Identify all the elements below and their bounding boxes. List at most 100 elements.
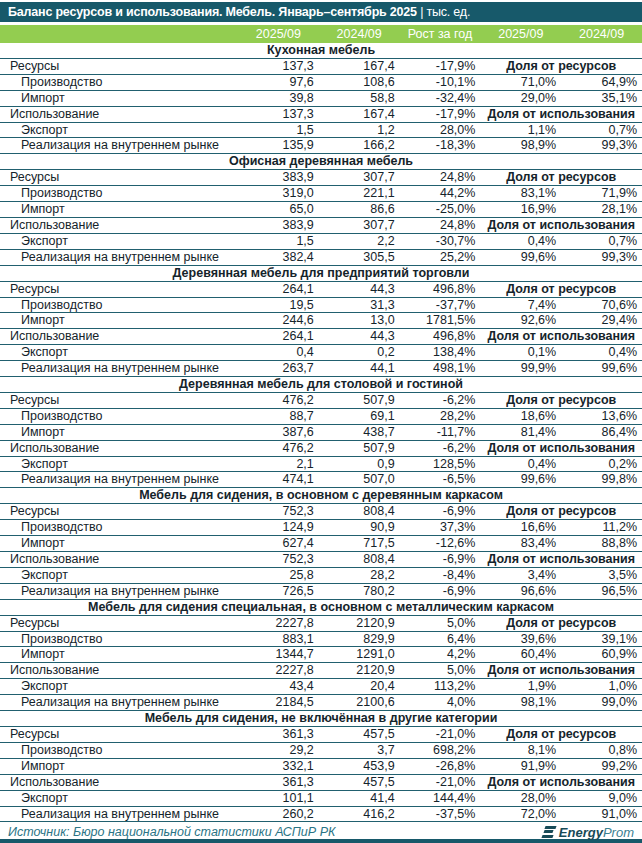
value-cell: 70,6%	[561, 297, 642, 313]
value-cell: 476,2	[238, 392, 319, 408]
value-cell: 1291,0	[319, 647, 400, 663]
row-label: Ресурсы	[0, 504, 238, 520]
section-header: Офисная деревянная мебель	[0, 154, 642, 170]
value-cell: 1,5	[238, 122, 319, 138]
section-row: Деревянная мебель для столовой и гостино…	[0, 377, 642, 393]
value-cell: 2100,6	[319, 695, 400, 711]
value-cell: 44,3	[319, 281, 400, 297]
value-cell: 98,9%	[480, 138, 561, 154]
column-header-share-2024: 2024/09	[561, 25, 642, 43]
value-cell: 9,0%	[561, 790, 642, 806]
value-cell: 507,9	[319, 440, 400, 456]
share-label: Доля от ресурсов	[480, 281, 642, 297]
value-cell: 86,4%	[561, 424, 642, 440]
value-cell: 1,9%	[480, 679, 561, 695]
row-label: Импорт	[0, 424, 238, 440]
value-cell: -12,6%	[400, 536, 481, 552]
value-cell: 98,1%	[480, 695, 561, 711]
value-cell: 11,2%	[561, 520, 642, 536]
value-cell: -21,0%	[400, 726, 481, 742]
table-row: Использование137,3167,4-17,9%Доля от исп…	[0, 106, 642, 122]
value-cell: 20,4	[319, 679, 400, 695]
value-cell: 507,9	[319, 392, 400, 408]
value-cell: 264,1	[238, 281, 319, 297]
value-cell: 124,9	[238, 520, 319, 536]
row-label: Реализация на внутреннем рынке	[0, 472, 238, 488]
value-cell: 5,0%	[400, 615, 481, 631]
row-label: Ресурсы	[0, 392, 238, 408]
share-label: Доля от использования	[480, 106, 642, 122]
value-cell: 2120,9	[319, 663, 400, 679]
section-row: Мебель для сидения, не включённая в друг…	[0, 711, 642, 727]
table-row: Использование752,3808,4-6,9%Доля от испо…	[0, 552, 642, 568]
value-cell: 44,2%	[400, 186, 481, 202]
value-cell: 0,9	[319, 456, 400, 472]
value-cell: 99,3%	[561, 249, 642, 265]
value-cell: 264,1	[238, 329, 319, 345]
value-cell: 1344,7	[238, 647, 319, 663]
value-cell: 2,1	[238, 456, 319, 472]
value-cell: 382,4	[238, 249, 319, 265]
value-cell: 263,7	[238, 361, 319, 377]
value-cell: 2184,5	[238, 695, 319, 711]
value-cell: 18,6%	[480, 408, 561, 424]
table-row: Импорт39,858,8-32,4%29,0%35,1%	[0, 90, 642, 106]
table-row: Реализация на внутреннем рынке2184,52100…	[0, 695, 642, 711]
row-label: Реализация на внутреннем рынке	[0, 695, 238, 711]
value-cell: 96,6%	[480, 583, 561, 599]
value-cell: 4,2%	[400, 647, 481, 663]
value-cell: 81,4%	[480, 424, 561, 440]
value-cell: -6,5%	[400, 472, 481, 488]
value-cell: 5,0%	[400, 663, 481, 679]
value-cell: 166,2	[319, 138, 400, 154]
value-cell: 0,4%	[480, 233, 561, 249]
share-label: Доля от ресурсов	[480, 726, 642, 742]
value-cell: 307,7	[319, 217, 400, 233]
value-cell: -8,4%	[400, 567, 481, 583]
value-cell: 99,9%	[480, 361, 561, 377]
row-label: Экспорт	[0, 122, 238, 138]
value-cell: 72,0%	[480, 806, 561, 822]
table-row: Ресурсы2227,82120,95,0%Доля от ресурсов	[0, 615, 642, 631]
value-cell: 25,2%	[400, 249, 481, 265]
value-cell: 58,8	[319, 90, 400, 106]
share-label: Доля от использования	[480, 440, 642, 456]
value-cell: 457,5	[319, 774, 400, 790]
table-row: Производство883,1829,96,4%39,6%39,1%	[0, 631, 642, 647]
row-label: Использование	[0, 106, 238, 122]
value-cell: 507,0	[319, 472, 400, 488]
value-cell: 307,7	[319, 170, 400, 186]
value-cell: 71,9%	[561, 186, 642, 202]
value-cell: 752,3	[238, 552, 319, 568]
value-cell: -10,1%	[400, 74, 481, 90]
value-cell: -6,9%	[400, 583, 481, 599]
value-cell: 332,1	[238, 758, 319, 774]
row-label: Использование	[0, 552, 238, 568]
value-cell: 91,0%	[561, 806, 642, 822]
value-cell: 1781,5%	[400, 313, 481, 329]
value-cell: 167,4	[319, 106, 400, 122]
value-cell: 496,8%	[400, 329, 481, 345]
value-cell: -17,9%	[400, 106, 481, 122]
table-row: Импорт1344,71291,04,2%60,4%60,9%	[0, 647, 642, 663]
value-cell: 13,6%	[561, 408, 642, 424]
value-cell: 319,0	[238, 186, 319, 202]
value-cell: 0,7%	[561, 122, 642, 138]
value-cell: 387,6	[238, 424, 319, 440]
value-cell: 8,1%	[480, 742, 561, 758]
value-cell: 453,9	[319, 758, 400, 774]
table-row: Реализация на внутреннем рынке260,2416,2…	[0, 806, 642, 822]
value-cell: 496,8%	[400, 281, 481, 297]
value-cell: 808,4	[319, 552, 400, 568]
value-cell: 0,1%	[480, 345, 561, 361]
value-cell: 726,5	[238, 583, 319, 599]
value-cell: 37,3%	[400, 520, 481, 536]
table-row: Экспорт0,40,2138,4%0,1%0,4%	[0, 345, 642, 361]
value-cell: -26,8%	[400, 758, 481, 774]
table-row: Производство97,6108,6-10,1%71,0%64,9%	[0, 74, 642, 90]
value-cell: 64,9%	[561, 74, 642, 90]
section-row: Кухонная мебель	[0, 43, 642, 58]
value-cell: -6,2%	[400, 392, 481, 408]
row-label: Импорт	[0, 202, 238, 218]
value-cell: 383,9	[238, 217, 319, 233]
